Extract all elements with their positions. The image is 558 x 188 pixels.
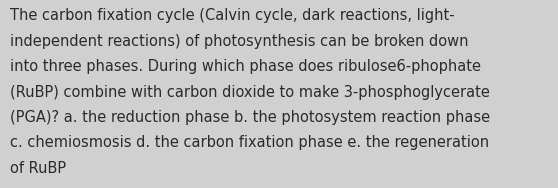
Text: (RuBP) combine with carbon dioxide to make 3-phosphoglycerate: (RuBP) combine with carbon dioxide to ma… bbox=[10, 85, 490, 100]
Text: independent reactions) of photosynthesis can be broken down: independent reactions) of photosynthesis… bbox=[10, 34, 469, 49]
Text: into three phases. During which phase does ribulose6-phophate: into three phases. During which phase do… bbox=[10, 59, 481, 74]
Text: c. chemiosmosis d. the carbon fixation phase e. the regeneration: c. chemiosmosis d. the carbon fixation p… bbox=[10, 135, 489, 150]
Text: of RuBP: of RuBP bbox=[10, 161, 66, 176]
Text: The carbon fixation cycle (Calvin cycle, dark reactions, light-: The carbon fixation cycle (Calvin cycle,… bbox=[10, 8, 455, 24]
Text: (PGA)? a. the reduction phase b. the photosystem reaction phase: (PGA)? a. the reduction phase b. the pho… bbox=[10, 110, 490, 125]
